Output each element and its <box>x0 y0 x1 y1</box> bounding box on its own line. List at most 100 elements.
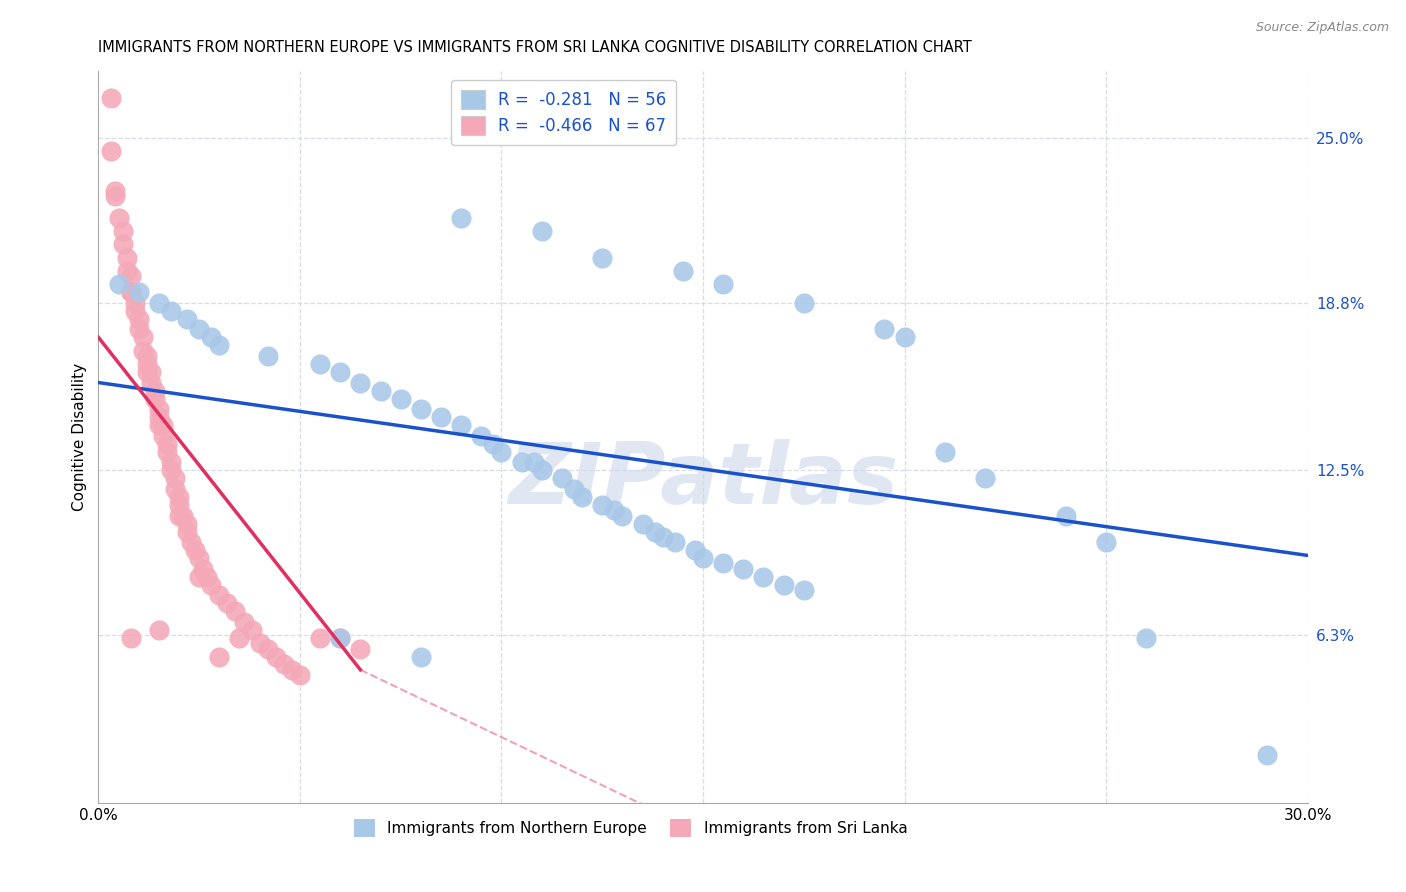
Point <box>612 508 634 523</box>
Point <box>107 277 129 292</box>
Point <box>111 224 134 238</box>
Point <box>143 392 166 406</box>
Point <box>329 631 352 645</box>
Point <box>135 357 157 371</box>
Point <box>664 535 686 549</box>
Point <box>510 455 533 469</box>
Point <box>329 631 352 645</box>
Text: Source: ZipAtlas.com: Source: ZipAtlas.com <box>1256 21 1389 35</box>
Point <box>200 577 222 591</box>
Point <box>409 649 432 664</box>
Point <box>167 498 190 512</box>
Point <box>148 623 170 637</box>
Point <box>349 376 371 390</box>
Legend: Immigrants from Northern Europe, Immigrants from Sri Lanka: Immigrants from Northern Europe, Immigra… <box>347 813 914 843</box>
Point <box>224 604 246 618</box>
Point <box>562 482 585 496</box>
Point <box>120 631 142 645</box>
Y-axis label: Cognitive Disability: Cognitive Disability <box>72 363 87 511</box>
Point <box>873 322 896 336</box>
Point <box>281 663 304 677</box>
Point <box>148 402 170 417</box>
Point <box>232 615 254 629</box>
Point <box>571 490 593 504</box>
Point <box>188 551 211 566</box>
Point <box>893 330 915 344</box>
Point <box>430 410 453 425</box>
Point <box>683 543 706 558</box>
Point <box>152 418 174 433</box>
Point <box>115 264 138 278</box>
Point <box>409 402 432 417</box>
Point <box>349 641 371 656</box>
Point <box>160 303 183 318</box>
Point <box>523 455 546 469</box>
Point <box>156 436 179 450</box>
Point <box>644 524 666 539</box>
Point <box>176 516 198 531</box>
Point <box>603 503 626 517</box>
Point <box>370 384 392 398</box>
Point <box>107 211 129 225</box>
Point <box>264 649 287 664</box>
Point <box>793 582 815 597</box>
Point <box>772 577 794 591</box>
Point <box>208 588 231 602</box>
Point <box>329 365 352 379</box>
Point <box>450 418 472 433</box>
Point <box>100 91 122 105</box>
Point <box>172 508 194 523</box>
Point <box>143 384 166 398</box>
Point <box>120 285 142 299</box>
Point <box>530 463 553 477</box>
Point <box>672 264 695 278</box>
Point <box>208 649 231 664</box>
Point <box>139 376 162 390</box>
Point <box>115 251 138 265</box>
Text: ZIPatlas: ZIPatlas <box>508 440 898 523</box>
Point <box>132 343 155 358</box>
Point <box>591 498 613 512</box>
Point <box>167 508 190 523</box>
Point <box>156 444 179 458</box>
Point <box>188 570 211 584</box>
Point <box>288 668 311 682</box>
Point <box>148 410 170 425</box>
Point <box>470 429 492 443</box>
Point <box>793 295 815 310</box>
Point <box>1135 631 1157 645</box>
Point <box>1256 747 1278 762</box>
Point <box>309 357 332 371</box>
Point <box>256 641 278 656</box>
Point <box>1095 535 1118 549</box>
Point <box>176 311 198 326</box>
Point <box>124 303 146 318</box>
Point <box>631 516 654 531</box>
Point <box>491 444 513 458</box>
Point <box>249 636 271 650</box>
Point <box>128 322 150 336</box>
Point <box>1054 508 1077 523</box>
Point <box>530 224 553 238</box>
Point <box>200 330 222 344</box>
Point <box>100 144 122 158</box>
Point <box>120 269 142 284</box>
Point <box>711 277 734 292</box>
Point <box>934 444 956 458</box>
Text: IMMIGRANTS FROM NORTHERN EUROPE VS IMMIGRANTS FROM SRI LANKA COGNITIVE DISABILIT: IMMIGRANTS FROM NORTHERN EUROPE VS IMMIG… <box>98 40 972 55</box>
Point <box>256 349 278 363</box>
Point <box>309 631 332 645</box>
Point <box>184 543 207 558</box>
Point <box>692 551 714 566</box>
Point <box>591 251 613 265</box>
Point <box>208 338 231 352</box>
Point <box>974 471 997 485</box>
Point <box>752 570 775 584</box>
Point <box>128 311 150 326</box>
Point <box>389 392 412 406</box>
Point <box>711 557 734 571</box>
Point <box>228 631 250 645</box>
Point <box>188 322 211 336</box>
Point <box>103 184 125 198</box>
Point <box>217 596 239 610</box>
